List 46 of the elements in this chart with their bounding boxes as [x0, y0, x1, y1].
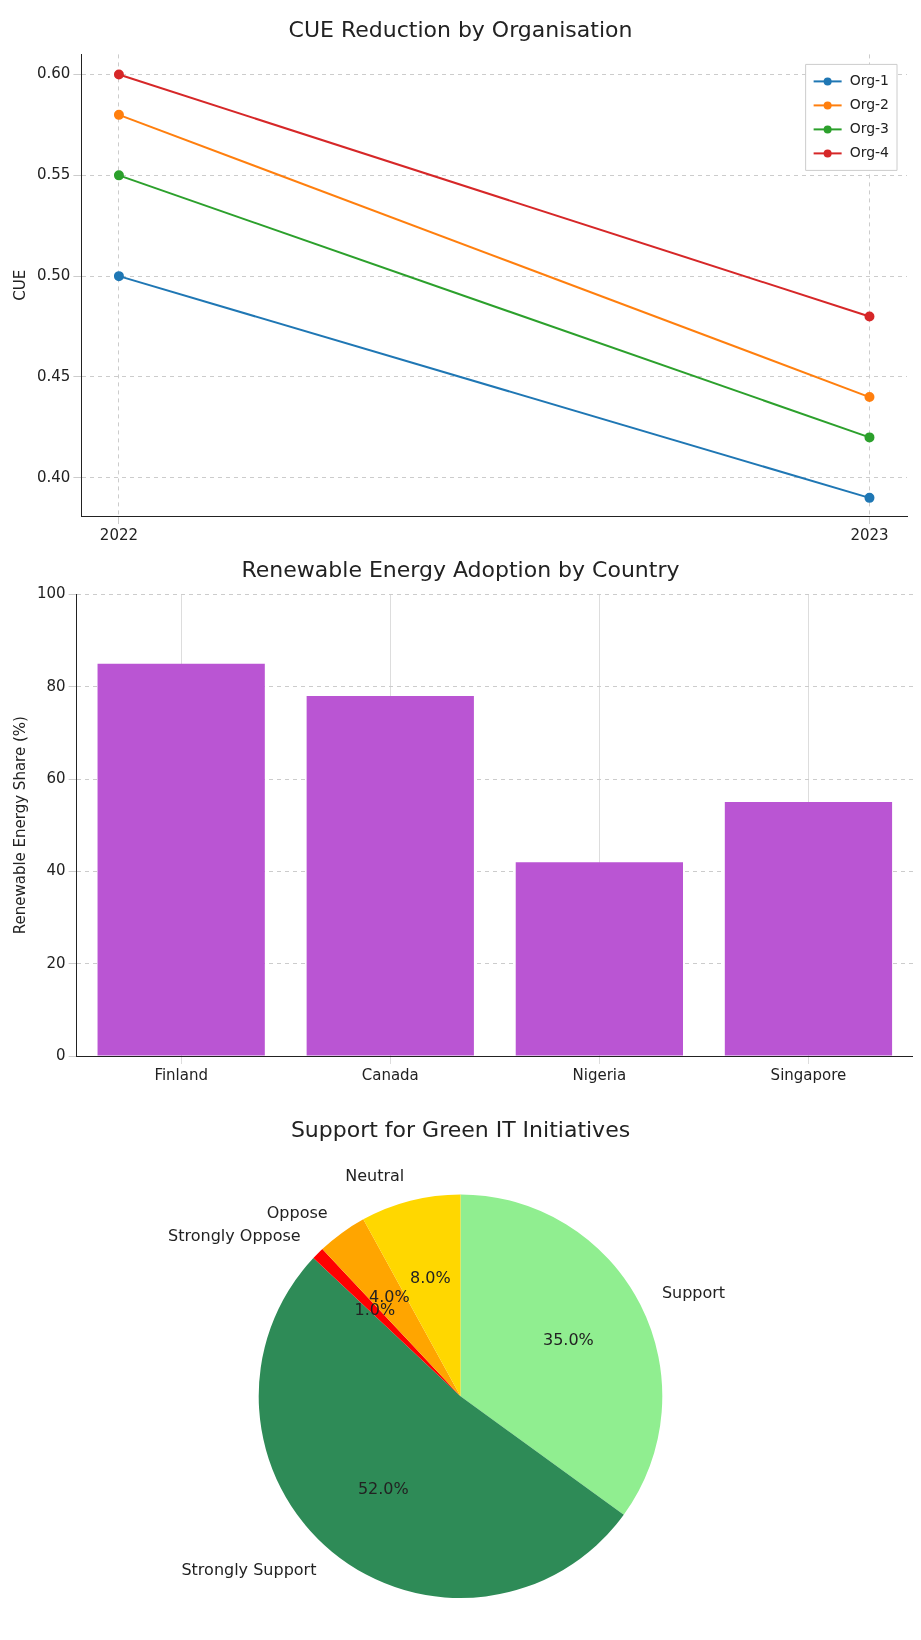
point: [864, 492, 875, 503]
y-axis-title: Renewable Energy Share (%): [10, 716, 29, 935]
point: [864, 311, 875, 322]
y-tick-label: 80: [46, 676, 66, 695]
y-tick-label: 0.60: [36, 64, 71, 83]
chart-title: Renewable Energy Adoption by Country: [241, 556, 680, 582]
slice-label: Oppose: [266, 1202, 328, 1222]
point: [113, 69, 124, 80]
data-label: 8.0%: [410, 1268, 451, 1288]
chart-title: CUE Reduction by Organisation: [288, 16, 633, 42]
bar: [306, 695, 474, 1056]
x-tick-label: 2023: [850, 525, 889, 544]
y-tick-label: 100: [36, 584, 66, 603]
x-tick-label: 2022: [99, 525, 139, 544]
y-tick-label: 0.40: [36, 467, 71, 486]
bar: [97, 663, 265, 1056]
y-axis-title: CUE: [10, 269, 29, 301]
legend-label: Org-3: [849, 120, 889, 137]
y-tick-label: 60: [46, 768, 66, 787]
chart-title: Support for Green IT Initiatives: [290, 1116, 631, 1142]
y-tick-label: 20: [46, 953, 66, 972]
legend-label: Org-4: [849, 144, 890, 161]
y-tick-label: 0.50: [36, 266, 71, 285]
legend-label: Org-2: [849, 96, 889, 113]
y-tick-label: 0.55: [36, 165, 71, 184]
x-tick-label: Singapore: [770, 1065, 847, 1084]
point: [864, 432, 875, 443]
legend-label: Org-1: [849, 72, 889, 89]
x-tick-label: Canada: [361, 1065, 419, 1084]
point: [113, 109, 124, 120]
data-label: 35.0%: [542, 1330, 594, 1350]
x-tick-label: Nigeria: [572, 1065, 627, 1084]
bar: [724, 802, 893, 1056]
slice-label: Support: [661, 1282, 726, 1302]
point: [113, 170, 124, 181]
slice-label: Strongly Oppose: [168, 1225, 301, 1245]
x-tick-label: Finland: [154, 1065, 208, 1084]
point: [113, 271, 124, 282]
point: [864, 392, 875, 403]
slice-label: Strongly Support: [181, 1559, 317, 1579]
y-tick-label: 0.45: [36, 366, 71, 385]
data-label: 52.0%: [357, 1478, 409, 1498]
y-tick-label: 40: [46, 861, 66, 880]
slice-label: Neutral: [345, 1166, 405, 1186]
y-tick-label: 0: [56, 1045, 66, 1064]
bar: [515, 862, 683, 1056]
